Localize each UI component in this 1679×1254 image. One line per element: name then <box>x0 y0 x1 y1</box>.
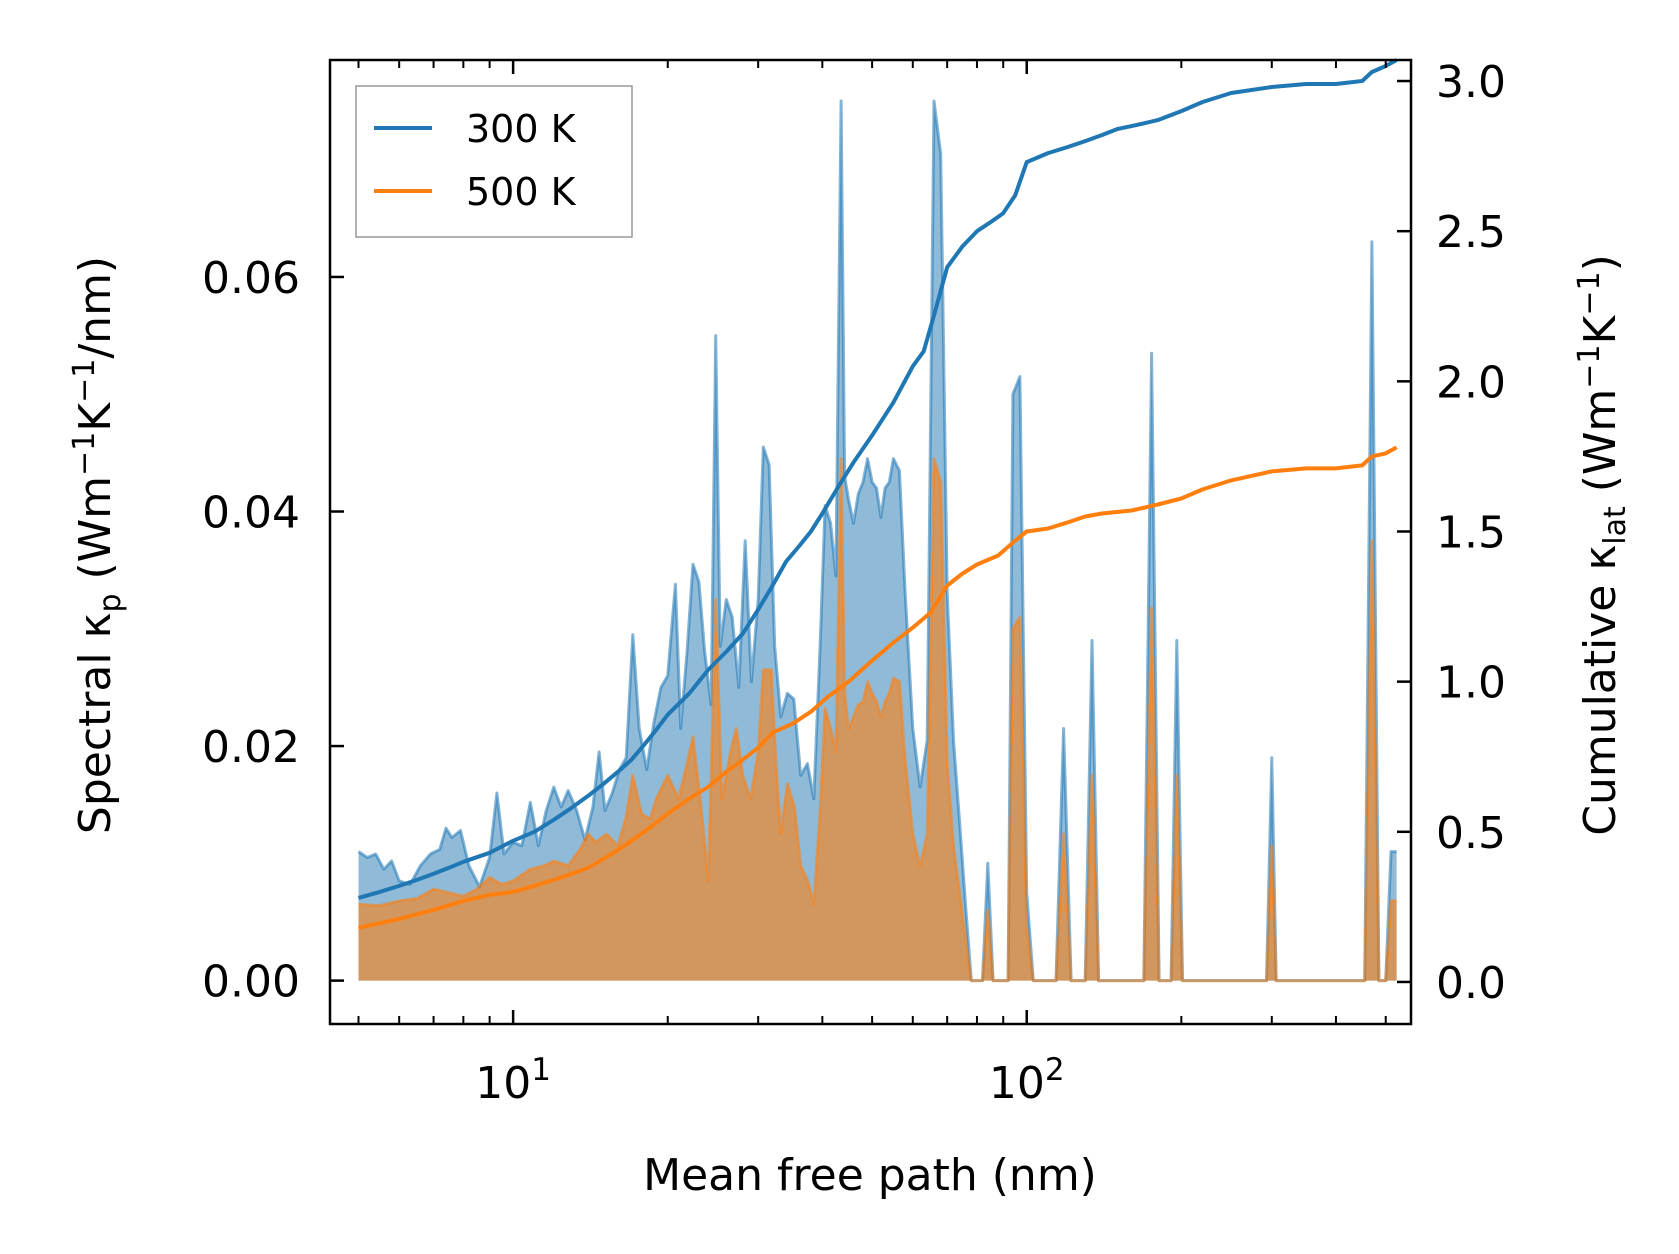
spectral-line-500k <box>358 457 1397 983</box>
cumulative-line-300k <box>357 58 1398 900</box>
legend: 300 K 500 K <box>355 85 633 238</box>
y-right-tick-label: 1.0 <box>1436 658 1506 709</box>
y-left-tick-label: 0.04 <box>202 488 300 539</box>
y-right-tick-label: 1.5 <box>1436 507 1506 558</box>
y-axis-left-label: Spectral κp (Wm−1K−1/nm) <box>67 256 128 834</box>
legend-box <box>355 85 633 238</box>
legend-label-500k: 500 K <box>466 170 577 214</box>
cumulative-lines <box>357 58 1398 930</box>
spectral-fill-300k <box>358 101 1397 981</box>
plot-frame <box>328 58 1413 1026</box>
y-axis-right-label: Cumulative κlat (Wm−1K−1) <box>1572 254 1633 836</box>
y-left-tick-label: 0.00 <box>202 957 300 1008</box>
x-axis-label: Mean free path (nm) <box>643 1150 1097 1201</box>
y-left-tick-label: 0.06 <box>202 253 300 304</box>
axis-ticks <box>330 60 1411 1024</box>
y-right-tick-label: 2.0 <box>1436 357 1506 408</box>
spectral-lines <box>357 99 1397 983</box>
cumulative-line-500k <box>358 445 1398 930</box>
legend-label-300k: 300 K <box>466 107 577 151</box>
y-right-tick-label: 3.0 <box>1436 57 1506 108</box>
axis-tick-labels: 101 102 0.00 0.02 0.04 0.06 0.0 0.5 1.0 1.5 2.0 2.5… <box>202 57 1506 1109</box>
x-tick-label: 101 <box>475 1052 551 1109</box>
y-right-tick-label: 0.0 <box>1436 958 1506 1009</box>
y-right-tick-label: 2.5 <box>1436 207 1506 258</box>
y-right-tick-label: 0.5 <box>1436 808 1506 859</box>
x-tick-label: 102 <box>989 1052 1065 1109</box>
y-left-tick-label: 0.02 <box>202 722 300 773</box>
